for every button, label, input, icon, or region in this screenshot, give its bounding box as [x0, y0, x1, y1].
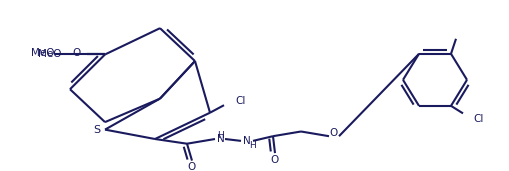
Text: S: S [94, 125, 101, 135]
Text: O: O [271, 155, 279, 165]
Text: N: N [243, 136, 251, 146]
Text: O: O [188, 162, 196, 171]
Text: O: O [330, 128, 338, 138]
Text: MeO: MeO [32, 48, 55, 58]
Text: H: H [249, 141, 257, 150]
Text: MeO: MeO [38, 49, 62, 58]
Text: Cl: Cl [235, 96, 245, 106]
Text: Cl: Cl [473, 114, 484, 124]
Text: H: H [218, 131, 224, 140]
Text: N: N [217, 134, 225, 144]
Text: O: O [73, 48, 81, 58]
